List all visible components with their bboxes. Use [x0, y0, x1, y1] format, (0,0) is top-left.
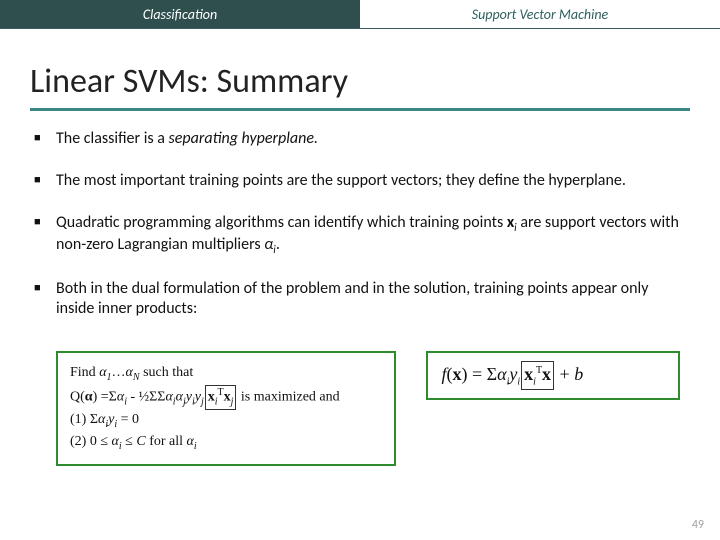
t: (1) Σ	[70, 412, 98, 427]
a: α	[165, 389, 172, 404]
x: x	[542, 364, 551, 384]
line-1: Find α1…αN such that	[70, 363, 382, 385]
line-3: (1) Σαiyi = 0	[70, 410, 382, 432]
bullet-4: Both in the dual formulation of the prob…	[56, 279, 680, 319]
f: f	[442, 364, 447, 384]
text: Quadratic programming algorithms can ide…	[56, 213, 507, 232]
emphasis: separating hyperplane.	[169, 129, 319, 148]
t: …	[112, 365, 126, 380]
inner-product-box: xiTxj	[205, 385, 237, 410]
a: α	[112, 434, 119, 449]
page-title: Linear SVMs: Summary	[0, 49, 720, 108]
t: is maximized and	[237, 389, 339, 404]
t: = 0	[117, 412, 139, 427]
text: .	[276, 235, 280, 254]
alpha: α	[99, 365, 106, 380]
var-alpha: α	[264, 235, 273, 254]
t: ) = Σ	[462, 364, 498, 384]
s: i	[194, 441, 197, 452]
alpha-bold: α	[85, 389, 93, 404]
header-right: Support Vector Machine	[360, 0, 720, 28]
x: x	[224, 389, 231, 404]
inner-product-box: xiTx	[521, 361, 554, 391]
t: for all	[146, 434, 187, 449]
b: b	[574, 364, 583, 384]
sub: N	[133, 372, 140, 383]
t: Find	[70, 365, 99, 380]
a: α	[497, 364, 506, 384]
header-bar: Classification Support Vector Machine	[0, 0, 720, 28]
x: x	[524, 364, 533, 384]
a: α	[187, 434, 194, 449]
header-underline	[0, 28, 720, 29]
x: x	[453, 364, 462, 384]
bullet-1: The classifier is a separating hyperplan…	[56, 129, 680, 149]
bullet-3: Quadratic programming algorithms can ide…	[56, 213, 680, 257]
formula-boxes: Find α1…αN such that Q(α) =Σαi - ½ΣΣαiαj…	[0, 341, 720, 466]
text: The classifier is a	[56, 129, 169, 148]
t: - ½ΣΣ	[127, 389, 165, 404]
page-number: 49	[692, 518, 704, 532]
title-underline	[30, 108, 690, 111]
t: Q(	[70, 389, 85, 404]
s: i	[533, 376, 536, 387]
C: C	[136, 434, 145, 449]
t: +	[555, 364, 574, 384]
optimization-box: Find α1…αN such that Q(α) =Σαi - ½ΣΣαiαj…	[56, 351, 396, 466]
header-left: Classification	[0, 0, 360, 28]
s: j	[201, 396, 204, 407]
content-area: The classifier is a separating hyperplan…	[0, 129, 720, 319]
decision-function-box: f(x) = ΣαiyixiTx + b	[426, 351, 681, 401]
alpha: α	[126, 365, 133, 380]
x: x	[208, 389, 215, 404]
t: (2) 0 ≤	[70, 434, 112, 449]
a: α	[176, 389, 183, 404]
s: i	[517, 376, 520, 387]
t: such that	[140, 365, 194, 380]
line-4: (2) 0 ≤ αi ≤ C for all αi	[70, 432, 382, 454]
t: ≤	[122, 434, 137, 449]
t: ) =Σ	[93, 389, 117, 404]
line-2: Q(α) =Σαi - ½ΣΣαiαjyiyjxiTxj is maximize…	[70, 385, 382, 410]
s: j	[231, 396, 234, 407]
bullet-2: The most important training points are t…	[56, 171, 680, 191]
